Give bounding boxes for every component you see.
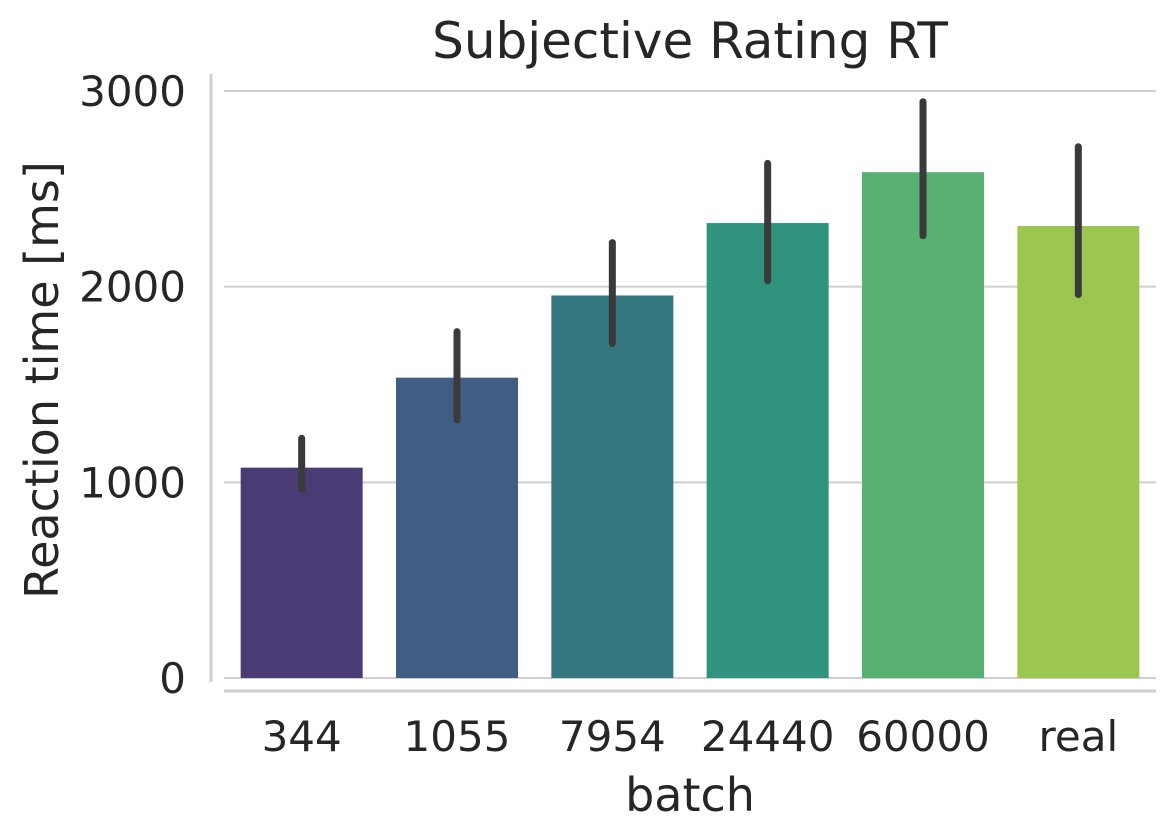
x-axis-label: batch	[625, 768, 755, 822]
bar	[240, 467, 363, 678]
ticks-layer: 0 1000 2000 3000 344 1055 7954 24440 60000 real	[79, 67, 1118, 761]
bar	[1017, 226, 1140, 678]
bar	[551, 295, 674, 678]
bar	[706, 223, 829, 678]
y-tick-label: 1000	[79, 458, 186, 507]
chart-title: Subjective Rating RT	[432, 12, 948, 70]
x-tick-label: 344	[262, 712, 342, 761]
x-tick-label: 7954	[559, 712, 666, 761]
grid-layer	[224, 90, 1156, 679]
error-layer	[298, 98, 1082, 493]
bars-layer	[240, 172, 1140, 678]
y-axis-label: Reaction time [ms]	[15, 161, 69, 599]
y-tick-label: 3000	[79, 67, 186, 116]
y-tick-label: 0	[159, 654, 186, 703]
bar	[862, 172, 984, 678]
x-tick-label: 60000	[856, 712, 990, 761]
bar	[396, 377, 518, 678]
x-tick-label: 1055	[404, 712, 511, 761]
axes-layer	[209, 74, 1156, 693]
y-tick-label: 2000	[79, 263, 186, 312]
x-tick-label: 24440	[701, 712, 835, 761]
x-tick-label: real	[1039, 712, 1119, 761]
